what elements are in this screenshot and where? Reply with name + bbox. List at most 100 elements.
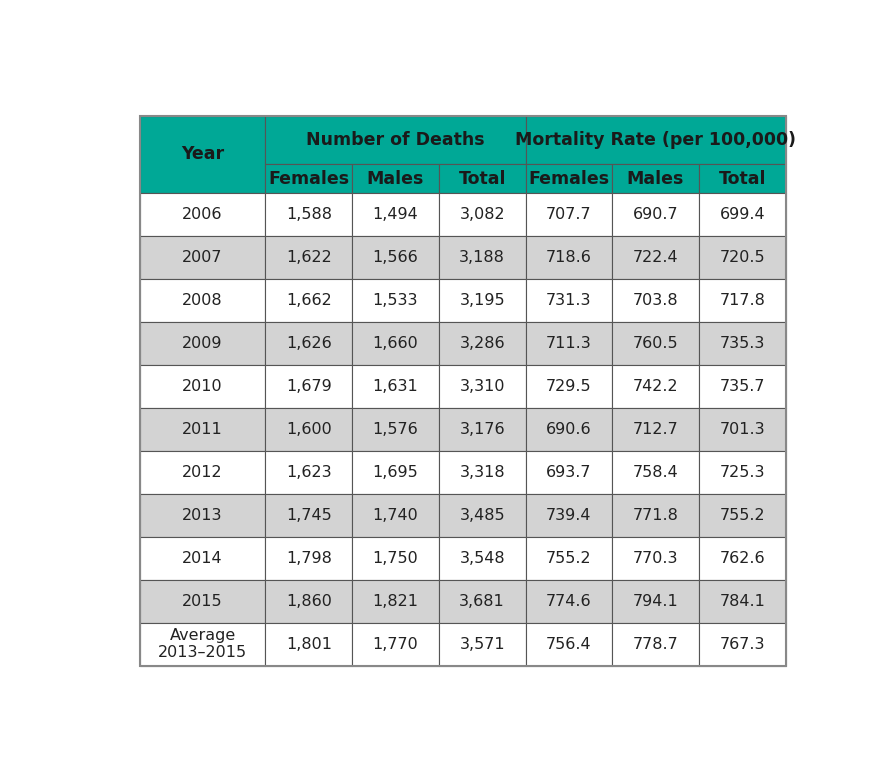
Bar bbox=[439, 164, 526, 193]
Bar bbox=[526, 116, 786, 164]
Text: 690.6: 690.6 bbox=[546, 422, 591, 437]
Bar bbox=[265, 322, 352, 365]
Bar bbox=[265, 623, 352, 666]
Bar bbox=[526, 408, 612, 451]
Bar bbox=[140, 322, 265, 365]
Text: 3,188: 3,188 bbox=[460, 250, 505, 265]
Text: 778.7: 778.7 bbox=[633, 637, 678, 652]
Text: Males: Males bbox=[366, 170, 424, 187]
Bar bbox=[352, 236, 439, 279]
Bar bbox=[526, 164, 612, 193]
Bar bbox=[352, 623, 439, 666]
Bar bbox=[439, 623, 526, 666]
Text: 729.5: 729.5 bbox=[546, 379, 591, 394]
Bar bbox=[140, 236, 265, 279]
Text: 767.3: 767.3 bbox=[719, 637, 765, 652]
Text: 756.4: 756.4 bbox=[546, 637, 591, 652]
Text: 2008: 2008 bbox=[182, 293, 223, 308]
Bar bbox=[699, 365, 786, 408]
Bar bbox=[352, 365, 439, 408]
Bar bbox=[612, 164, 699, 193]
Bar bbox=[612, 322, 699, 365]
Bar bbox=[612, 451, 699, 494]
Text: Year: Year bbox=[181, 145, 224, 164]
Text: 1,860: 1,860 bbox=[286, 594, 332, 609]
Bar bbox=[612, 494, 699, 537]
Bar bbox=[265, 236, 352, 279]
Bar bbox=[352, 537, 439, 580]
Bar bbox=[699, 494, 786, 537]
Bar bbox=[439, 193, 526, 236]
Bar bbox=[699, 236, 786, 279]
Text: 2009: 2009 bbox=[183, 336, 223, 351]
Bar bbox=[439, 365, 526, 408]
Bar bbox=[526, 279, 612, 322]
Text: Mortality Rate (per 100,000): Mortality Rate (per 100,000) bbox=[515, 131, 796, 149]
Text: 701.3: 701.3 bbox=[719, 422, 765, 437]
Text: 1,801: 1,801 bbox=[286, 637, 332, 652]
Text: 1,679: 1,679 bbox=[286, 379, 332, 394]
Text: 770.3: 770.3 bbox=[633, 551, 678, 566]
Text: 699.4: 699.4 bbox=[719, 207, 765, 222]
Text: 1,566: 1,566 bbox=[373, 250, 418, 265]
Text: 774.6: 774.6 bbox=[546, 594, 591, 609]
Bar bbox=[265, 279, 352, 322]
Text: 712.7: 712.7 bbox=[633, 422, 678, 437]
Text: 2015: 2015 bbox=[182, 594, 223, 609]
Text: 3,195: 3,195 bbox=[460, 293, 505, 308]
Text: 739.4: 739.4 bbox=[546, 508, 591, 523]
Bar bbox=[140, 365, 265, 408]
Bar bbox=[140, 408, 265, 451]
Text: 762.6: 762.6 bbox=[719, 551, 765, 566]
Text: 1,626: 1,626 bbox=[286, 336, 332, 351]
Bar bbox=[699, 322, 786, 365]
Text: 711.3: 711.3 bbox=[546, 336, 591, 351]
Text: 707.7: 707.7 bbox=[546, 207, 591, 222]
Bar bbox=[265, 408, 352, 451]
Bar bbox=[140, 193, 265, 236]
Text: Females: Females bbox=[268, 170, 349, 187]
Bar bbox=[612, 408, 699, 451]
Bar bbox=[699, 623, 786, 666]
Bar bbox=[352, 580, 439, 623]
Bar bbox=[140, 580, 265, 623]
Bar bbox=[612, 365, 699, 408]
Bar bbox=[140, 537, 265, 580]
Text: 1,740: 1,740 bbox=[373, 508, 418, 523]
Bar bbox=[140, 116, 265, 193]
Text: 3,082: 3,082 bbox=[460, 207, 505, 222]
Text: Total: Total bbox=[719, 170, 766, 187]
Text: 3,485: 3,485 bbox=[460, 508, 505, 523]
Text: 2010: 2010 bbox=[182, 379, 223, 394]
Bar bbox=[612, 193, 699, 236]
Text: 703.8: 703.8 bbox=[633, 293, 678, 308]
Text: 2011: 2011 bbox=[182, 422, 223, 437]
Text: 794.1: 794.1 bbox=[633, 594, 678, 609]
Bar bbox=[352, 193, 439, 236]
Text: 735.3: 735.3 bbox=[719, 336, 765, 351]
Bar bbox=[612, 537, 699, 580]
Text: 735.7: 735.7 bbox=[719, 379, 765, 394]
Text: 1,695: 1,695 bbox=[373, 465, 418, 480]
Text: 1,770: 1,770 bbox=[373, 637, 418, 652]
Text: 2006: 2006 bbox=[183, 207, 223, 222]
Text: Average
2013–2015: Average 2013–2015 bbox=[158, 628, 247, 660]
Bar bbox=[439, 580, 526, 623]
Text: 1,623: 1,623 bbox=[286, 465, 332, 480]
Text: 771.8: 771.8 bbox=[633, 508, 678, 523]
Bar bbox=[699, 580, 786, 623]
Text: 3,681: 3,681 bbox=[460, 594, 505, 609]
Bar bbox=[612, 279, 699, 322]
Text: 742.2: 742.2 bbox=[633, 379, 678, 394]
Text: 3,286: 3,286 bbox=[460, 336, 505, 351]
Text: 1,588: 1,588 bbox=[286, 207, 332, 222]
Bar bbox=[265, 537, 352, 580]
Text: 2014: 2014 bbox=[182, 551, 223, 566]
Text: 731.3: 731.3 bbox=[546, 293, 591, 308]
Text: 1,622: 1,622 bbox=[286, 250, 332, 265]
Text: Number of Deaths: Number of Deaths bbox=[306, 131, 485, 149]
Bar bbox=[265, 580, 352, 623]
Text: 3,318: 3,318 bbox=[460, 465, 505, 480]
Text: Total: Total bbox=[459, 170, 506, 187]
Text: 693.7: 693.7 bbox=[546, 465, 591, 480]
